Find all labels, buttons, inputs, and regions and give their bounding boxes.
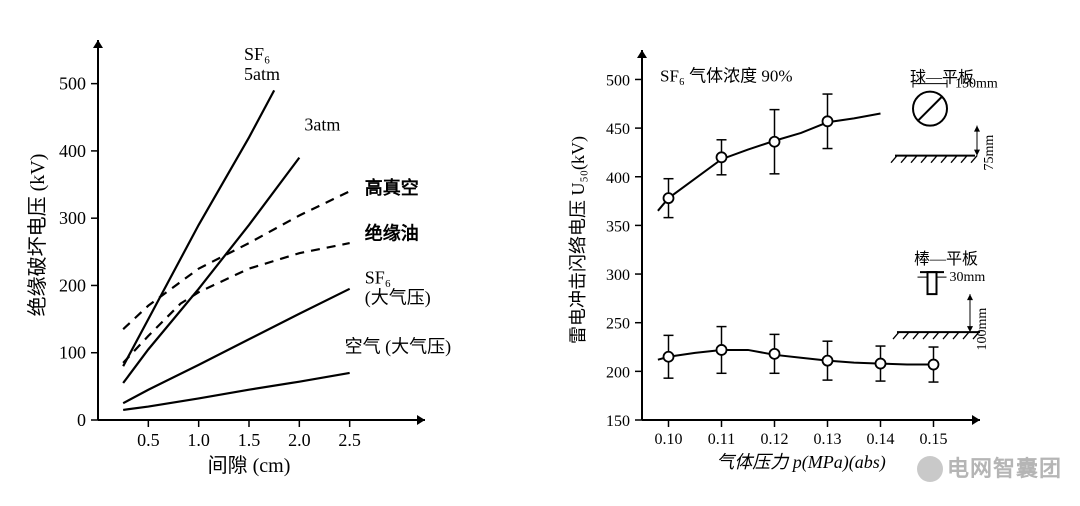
- rod-gap-label: 100mm: [975, 308, 990, 351]
- y-axis-label: 雷电冲击闪络电压 U₅₀(kV): [568, 136, 589, 344]
- xtick-label: 0.5: [137, 430, 160, 450]
- ytick-label: 200: [59, 275, 86, 295]
- ytick-label: 400: [59, 141, 86, 161]
- data-marker: [717, 345, 727, 355]
- chart-title: SF₆ 气体浓度 90%: [660, 66, 793, 85]
- series-label: SF₆: [244, 44, 270, 64]
- data-marker: [664, 352, 674, 362]
- data-marker: [929, 360, 939, 370]
- series-sf6-3atm: [123, 158, 299, 383]
- data-marker: [876, 359, 886, 369]
- series-sphere-plate: [658, 114, 881, 211]
- xtick-label: 0.11: [708, 431, 735, 448]
- xtick-label: 0.10: [655, 431, 683, 448]
- ytick-label: 450: [606, 121, 630, 138]
- data-marker: [664, 193, 674, 203]
- series-high-vacuum: [123, 191, 350, 329]
- ytick-label: 300: [59, 208, 86, 228]
- ytick-label: 400: [606, 170, 630, 187]
- ytick-label: 100: [59, 343, 86, 363]
- xtick-label: 0.13: [814, 431, 842, 448]
- x-axis-label: 气体压力 p(MPa)(abs): [716, 452, 885, 473]
- data-marker: [770, 349, 780, 359]
- series-sf6-1atm: [123, 289, 350, 403]
- data-marker: [717, 152, 727, 162]
- watermark-icon: [917, 456, 943, 482]
- ytick-label: 250: [606, 316, 630, 333]
- series-label: 3atm: [304, 115, 340, 135]
- ytick-label: 200: [606, 364, 630, 381]
- ytick-label: 500: [59, 74, 86, 94]
- sphere-diameter-label: 150mm: [955, 77, 998, 92]
- xtick-label: 1.5: [238, 430, 261, 450]
- xtick-label: 0.15: [920, 431, 948, 448]
- xtick-label: 2.5: [338, 430, 361, 450]
- xtick-label: 0.12: [761, 431, 789, 448]
- series-sf6-5atm: [123, 90, 274, 366]
- y-axis-label: 绝缘破坏电压 (kV): [26, 154, 49, 317]
- ytick-label: 300: [606, 267, 630, 284]
- rod-plate-label: 棒—平板: [914, 250, 978, 268]
- rod-width-label: 30mm: [950, 270, 986, 285]
- left-chart-svg: 0.5 1.0 1.5 2.0 2.5 0 100 200 300 400 500 间隙 (cm) 绝…: [20, 20, 540, 486]
- right-chart-svg: 0.10 0.11 0.12 0.13 0.14 0.15 150 200 250 300 350 4…: [560, 20, 1060, 486]
- x-axis-label: 间隙 (cm): [208, 454, 291, 477]
- xtick-label: 1.0: [187, 430, 210, 450]
- data-marker: [770, 137, 780, 147]
- watermark: 电网智囊团: [917, 451, 1062, 484]
- series-label: (大气压): [365, 287, 431, 308]
- series-label: 空气 (大气压): [345, 337, 452, 358]
- series-air-1atm: [123, 373, 350, 410]
- rod-icon: [928, 272, 937, 294]
- data-marker: [823, 356, 833, 366]
- ytick-label: 500: [606, 72, 630, 89]
- series-label: SF₆: [365, 267, 391, 287]
- xtick-label: 2.0: [288, 430, 311, 450]
- xtick-label: 0.14: [867, 431, 895, 448]
- right-chart: 0.10 0.11 0.12 0.13 0.14 0.15 150 200 250 300 350 4…: [560, 20, 1060, 486]
- sphere-gap-label: 75mm: [982, 135, 997, 171]
- ytick-label: 150: [606, 413, 630, 430]
- series-label: 绝缘油: [365, 223, 419, 244]
- series-rod-plate: [658, 350, 934, 365]
- watermark-text: 电网智囊团: [947, 456, 1062, 481]
- data-marker: [823, 116, 833, 126]
- ytick-label: 0: [77, 410, 86, 430]
- series-label: 高真空: [365, 177, 419, 198]
- ytick-label: 350: [606, 218, 630, 235]
- left-chart: 0.5 1.0 1.5 2.0 2.5 0 100 200 300 400 500 间隙 (cm) 绝…: [20, 20, 540, 486]
- series-label: 5atm: [244, 64, 280, 84]
